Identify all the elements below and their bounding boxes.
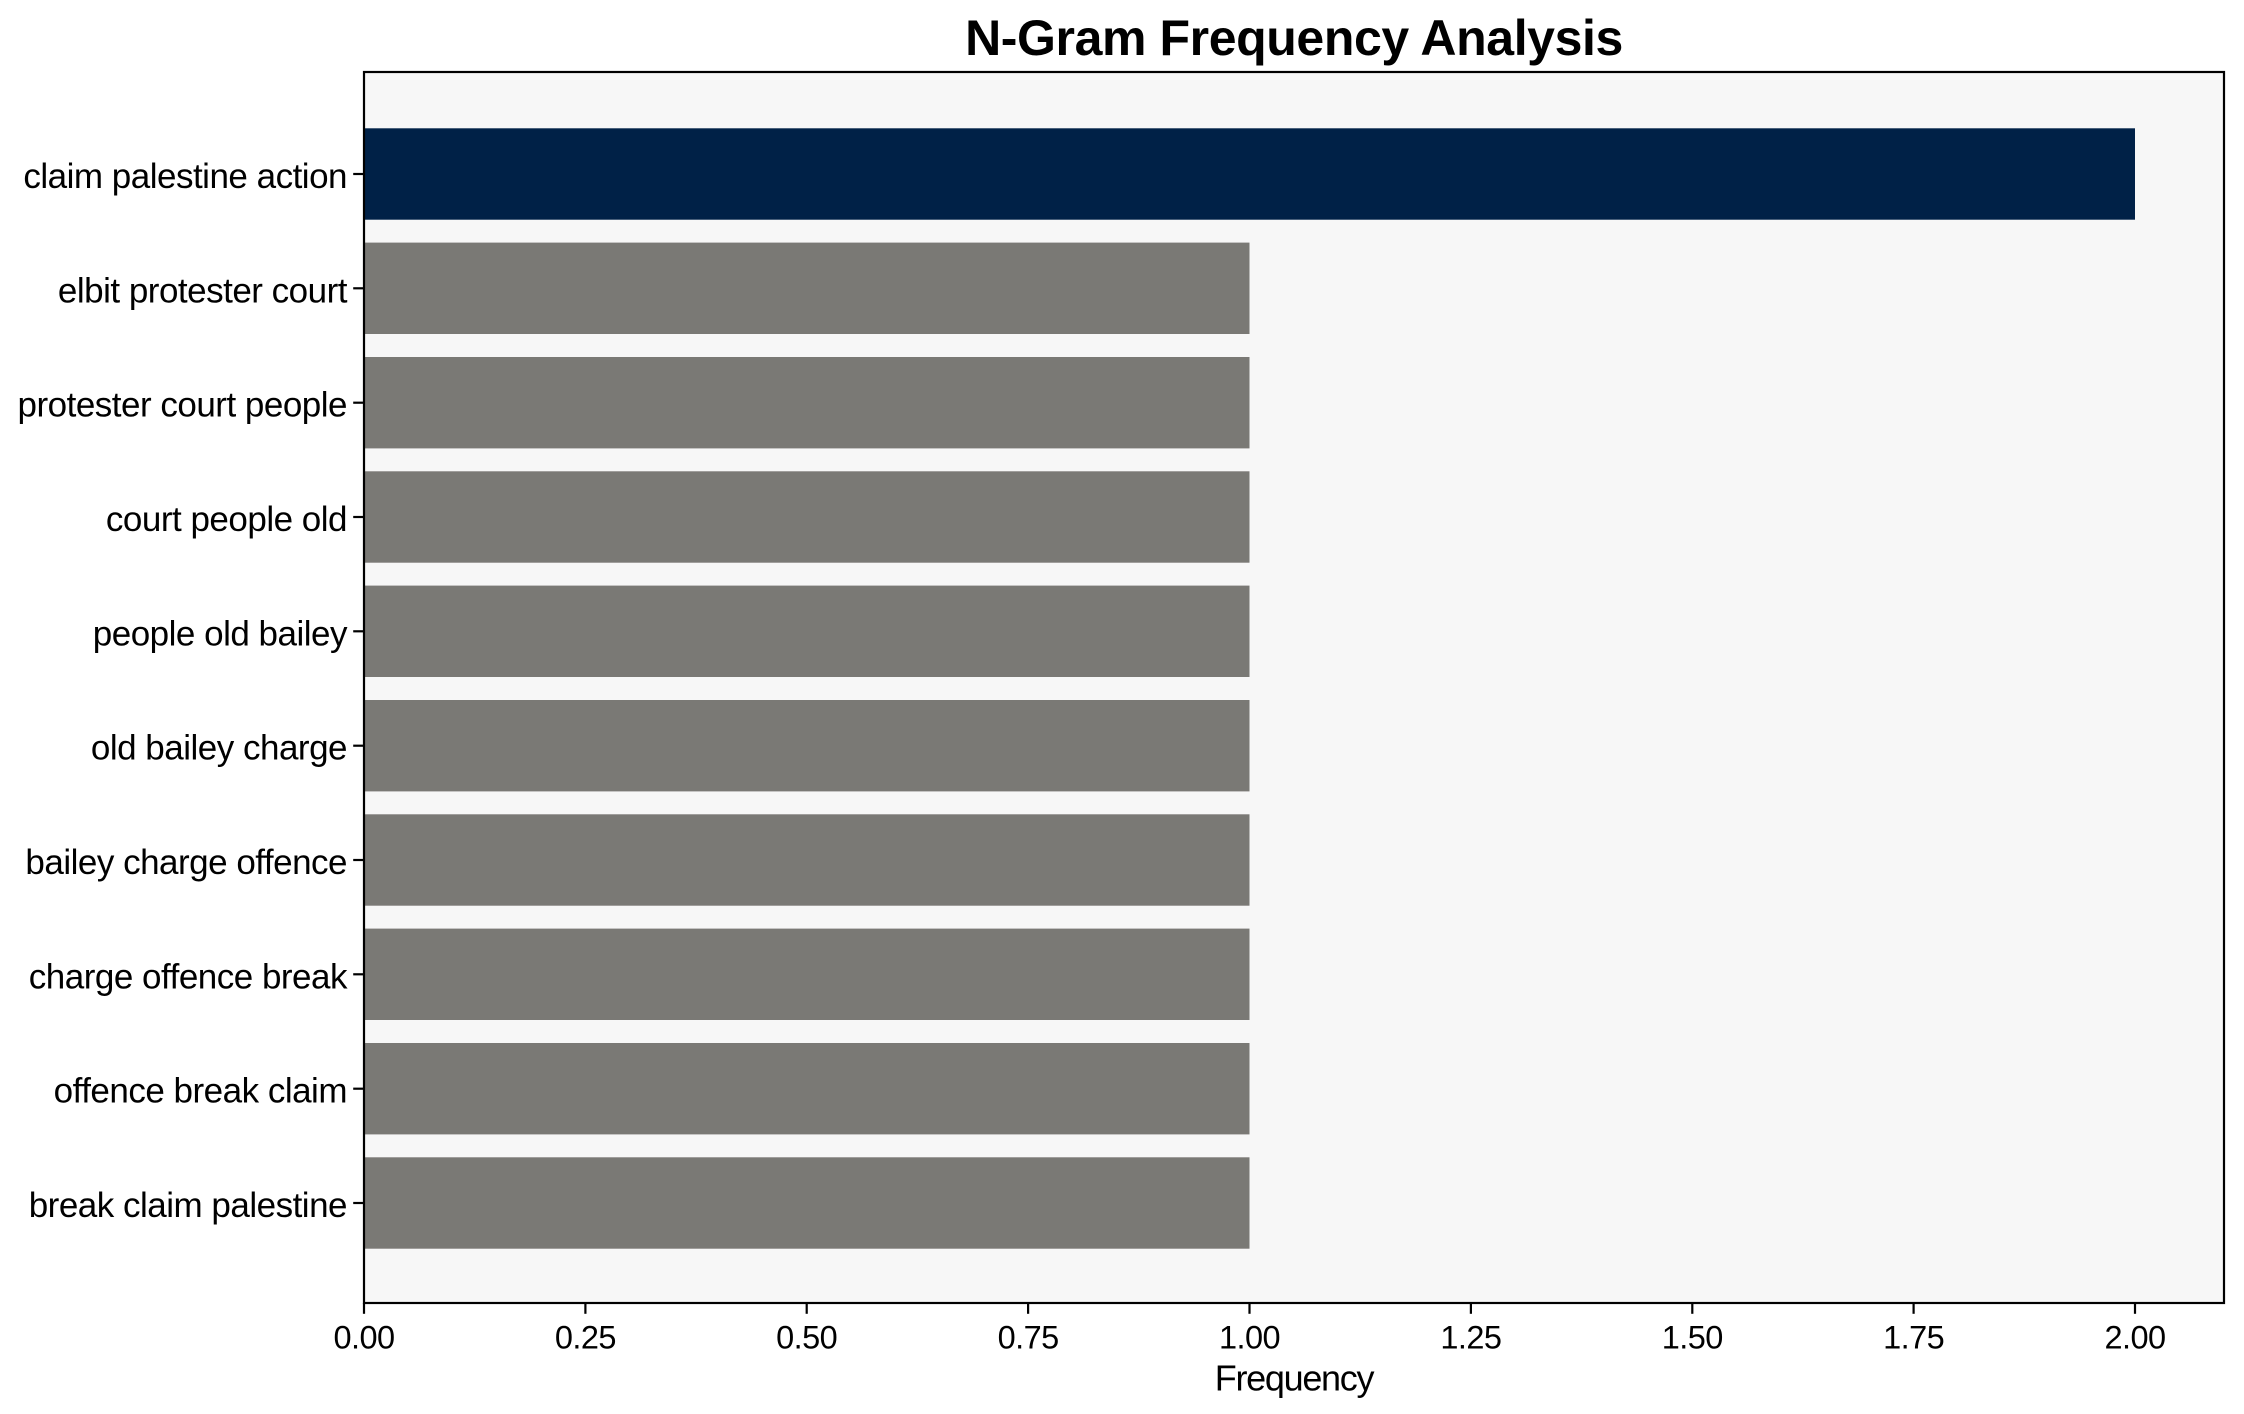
svg-text:claim palestine action: claim palestine action (23, 157, 347, 196)
svg-text:protester court people: protester court people (18, 386, 347, 425)
svg-text:Frequency: Frequency (1215, 1358, 1375, 1399)
svg-text:1.75: 1.75 (1883, 1320, 1944, 1356)
svg-text:0.25: 0.25 (555, 1320, 616, 1356)
svg-text:bailey charge offence: bailey charge offence (25, 843, 347, 882)
svg-text:old bailey charge: old bailey charge (91, 729, 347, 768)
svg-text:0.75: 0.75 (998, 1320, 1059, 1356)
svg-text:0.00: 0.00 (333, 1320, 394, 1356)
svg-text:0.50: 0.50 (776, 1320, 837, 1356)
svg-text:break claim palestine: break claim palestine (29, 1186, 347, 1225)
svg-text:court people old: court people old (106, 500, 347, 539)
svg-text:offence break claim: offence break claim (54, 1072, 347, 1111)
svg-text:2.00: 2.00 (2104, 1320, 2165, 1356)
svg-text:1.00: 1.00 (1219, 1320, 1280, 1356)
svg-text:1.25: 1.25 (1440, 1320, 1501, 1356)
svg-text:charge offence break: charge offence break (29, 957, 348, 996)
svg-text:elbit protester court: elbit protester court (58, 271, 348, 310)
svg-text:1.50: 1.50 (1662, 1320, 1723, 1356)
svg-text:N-Gram Frequency Analysis: N-Gram Frequency Analysis (965, 10, 1623, 66)
svg-text:people old bailey: people old bailey (93, 614, 348, 653)
